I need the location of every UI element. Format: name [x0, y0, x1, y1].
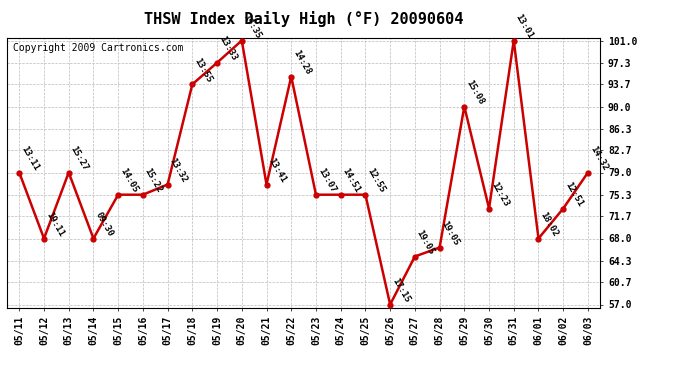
Text: 14:35: 14:35: [241, 13, 263, 40]
Text: 12:51: 12:51: [563, 181, 584, 209]
Text: 13:01: 13:01: [514, 13, 535, 40]
Text: 15:27: 15:27: [69, 145, 90, 172]
Text: 14:51: 14:51: [341, 167, 362, 195]
Text: 12:55: 12:55: [366, 167, 386, 195]
Text: 13:55: 13:55: [193, 57, 214, 84]
Text: 13:32: 13:32: [168, 157, 189, 184]
Text: 19:05: 19:05: [415, 229, 436, 256]
Text: 14:32: 14:32: [588, 145, 609, 172]
Text: 14:28: 14:28: [291, 49, 313, 76]
Text: 13:33: 13:33: [217, 35, 238, 63]
Text: 17:15: 17:15: [390, 277, 411, 304]
Text: 13:11: 13:11: [19, 145, 41, 172]
Text: 15:22: 15:22: [143, 167, 164, 195]
Text: 19:11: 19:11: [44, 211, 66, 238]
Text: 13:41: 13:41: [266, 157, 288, 184]
Text: 12:23: 12:23: [489, 181, 511, 209]
Text: 13:07: 13:07: [316, 167, 337, 195]
Text: 19:05: 19:05: [440, 220, 461, 248]
Text: 18:02: 18:02: [538, 211, 560, 238]
Text: THSW Index Daily High (°F) 20090604: THSW Index Daily High (°F) 20090604: [144, 11, 463, 27]
Text: 15:08: 15:08: [464, 79, 486, 106]
Text: Copyright 2009 Cartronics.com: Copyright 2009 Cartronics.com: [13, 43, 184, 53]
Text: 14:05: 14:05: [118, 167, 139, 195]
Text: 09:30: 09:30: [93, 211, 115, 238]
